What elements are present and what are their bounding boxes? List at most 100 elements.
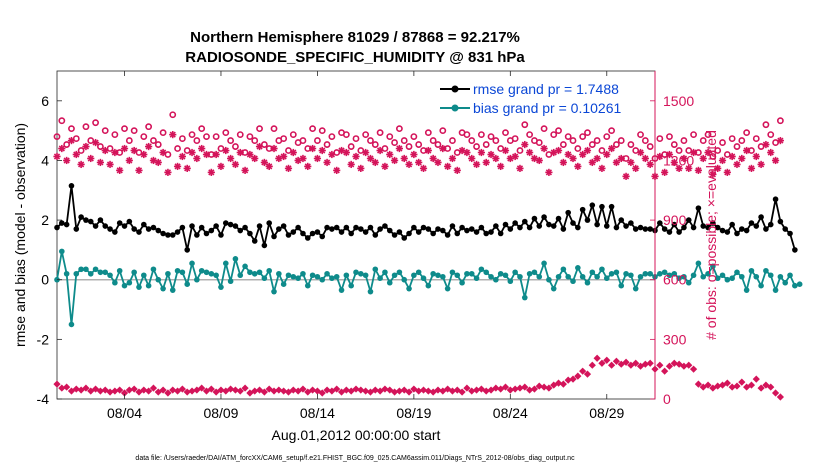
bias-point [208,270,215,277]
bias-point [319,276,326,283]
bias-point [676,275,682,282]
evaluated-low-point [771,389,780,397]
rmse-point [695,205,702,211]
bias-point [386,279,393,286]
evaluated-point [222,146,230,155]
legend: rmse grand pr = 1.7488 bias grand pr = 0… [436,78,649,120]
evaluated-low-point [501,383,510,391]
rmse-point [618,217,625,223]
bias-point [78,266,84,273]
rmse-point [73,226,80,232]
bias-point [406,285,412,292]
evaluated-point [265,162,273,171]
bias-point [628,272,634,279]
evaluated-low-point [342,386,350,394]
rmse-point [329,226,335,232]
rmse-point [141,221,147,228]
bias-point [396,269,403,276]
evaluated-point [164,168,172,176]
evaluated-low-point [487,386,495,394]
rmse-point [584,217,591,223]
rmse-point [555,215,562,222]
possible-point [232,143,239,150]
possible-point [318,127,326,135]
possible-point [564,133,572,140]
evaluated-point [501,146,510,155]
evaluated-low-point [723,379,731,387]
evaluated-low-point [188,387,196,395]
evaluated-low-point [521,383,529,391]
rmse-point [430,230,436,237]
rmse-point [179,224,186,231]
possible-point [386,133,394,140]
bias-point [763,267,769,274]
evaluated-low-point [159,386,167,394]
rmse-point [767,221,774,228]
possible-point [598,147,606,154]
evaluated-point [193,154,201,163]
evaluated-point [439,144,447,153]
evaluated-low-point [579,367,587,375]
rmse-point [613,224,620,231]
evaluated-point [728,152,736,161]
possible-point [68,125,75,133]
rmse-point [237,227,244,234]
legend-bias-marker [451,104,459,112]
rmse-point [642,226,649,232]
bias-point [685,279,692,286]
evaluated-point [67,136,76,145]
evaluated-point [492,154,500,163]
evaluated-low-point [593,354,601,362]
rmse-point [449,223,456,229]
possible-point [579,133,587,140]
possible-point [728,135,736,142]
bias-point [440,273,446,280]
evaluated-low-point [120,389,129,397]
possible-point [743,129,751,137]
rmse-point [724,229,731,235]
bias-point [136,284,142,290]
evaluated-point [91,138,100,147]
rmse-point [208,227,215,234]
evaluated-point [255,142,264,151]
rmse-point [565,209,571,216]
evaluated-low-point [468,387,476,395]
bias-point [141,272,147,279]
evaluated-low-point [622,358,630,366]
evaluated-low-point [246,389,254,397]
evaluated-low-point [588,361,596,369]
evaluated-low-point [424,387,432,395]
bias-point [232,256,239,262]
rmse-point [194,232,200,238]
plot-frame [56,70,656,400]
rmse-point [473,229,480,235]
rmse-point [710,220,716,226]
x-tick-label: 08/09 [203,405,238,421]
possible-point [593,137,601,144]
bias-point [160,285,166,292]
possible-point [492,137,500,144]
left-tick-label: 6 [41,93,49,109]
x-tick-label: 08/19 [396,405,431,421]
possible-point [256,125,263,133]
rmse-point [324,224,330,231]
possible-point [396,125,403,133]
bias-point [314,273,321,280]
possible-point [429,137,437,144]
evaluated-point [771,156,780,165]
possible-point [762,121,770,129]
evaluated-point [472,160,481,169]
rmse-point [589,202,596,208]
possible-point [246,133,254,140]
evaluated-point [125,156,133,165]
possible-point [613,141,620,148]
bias-point [68,321,75,328]
evaluated-low-point [58,384,66,392]
rmse-point [507,226,514,232]
evaluated-point [251,154,259,163]
bias-point [174,267,181,274]
rmse-point [521,218,528,225]
possible-point [400,137,408,144]
bias-point [63,270,70,277]
